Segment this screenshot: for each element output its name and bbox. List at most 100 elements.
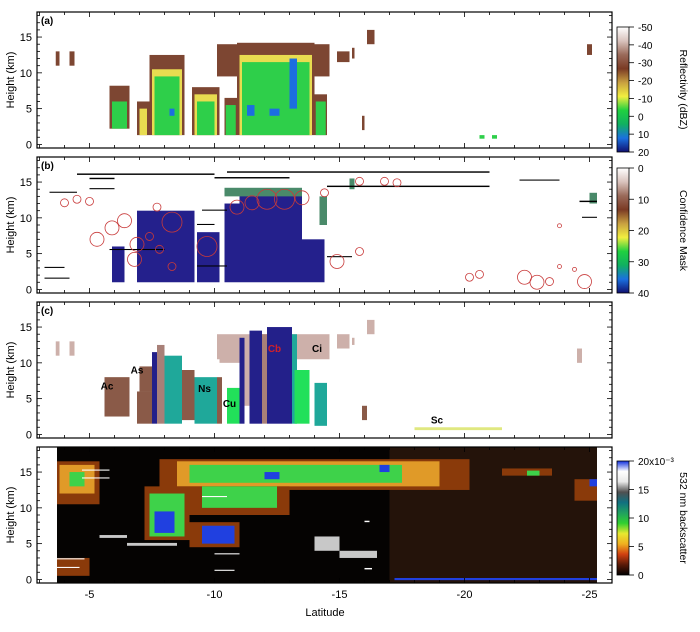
marker-circle <box>117 213 132 229</box>
cloud-feature <box>262 334 267 424</box>
cloud-feature <box>214 569 235 571</box>
panel-label: (c) <box>41 306 53 317</box>
y-tick-label: 0 <box>26 139 32 151</box>
cloud-feature <box>225 105 236 136</box>
cloud-feature <box>202 486 277 508</box>
colorbar-tick-label: -10 <box>638 94 653 105</box>
marker-circle <box>475 269 484 279</box>
marker-circle <box>355 176 364 186</box>
colorbar-tick-label: 0 <box>638 164 644 175</box>
x-tick-label: -20 <box>457 589 473 601</box>
marker-circle <box>529 274 545 290</box>
y-tick-label: 5 <box>26 249 32 261</box>
cloud-feature <box>582 216 597 218</box>
colorbar-tick-label: 0 <box>638 571 644 582</box>
cloud-feature <box>127 542 177 546</box>
cloud-feature <box>49 191 77 193</box>
plot-area <box>55 29 592 139</box>
cloud-feature <box>194 377 217 424</box>
colorbar-tick-label: 5 <box>638 543 644 554</box>
cloud-feature <box>269 108 280 116</box>
marker-circle <box>274 188 295 210</box>
cloud-feature <box>197 265 227 267</box>
marker-circle <box>127 251 142 267</box>
marker-circle <box>145 232 154 241</box>
colorbar <box>616 460 630 576</box>
x-tick-label: -15 <box>332 589 348 601</box>
x-tick-label: -5 <box>85 589 95 601</box>
colorbar-tick-label: 0 <box>638 112 644 123</box>
cloud-feature <box>264 472 280 480</box>
cloud-feature <box>202 525 235 544</box>
cloud-feature <box>197 232 220 283</box>
cloud-feature <box>112 101 127 129</box>
panel-label: (a) <box>41 16 53 27</box>
cloud-type-label: Cb <box>268 344 281 355</box>
cloud-feature <box>154 76 180 136</box>
marker-circle <box>167 262 177 271</box>
marker-circle <box>355 247 364 256</box>
cloud-feature <box>362 115 365 131</box>
marker-circle <box>329 254 345 269</box>
cloud-feature <box>352 337 355 345</box>
marker-circle <box>392 178 402 188</box>
cloud-feature <box>479 135 485 139</box>
cloud-feature <box>89 188 115 190</box>
cloud-type-label: Ac <box>101 381 114 392</box>
cloud-feature <box>319 196 327 225</box>
x-axis-title: Latitude <box>305 607 344 619</box>
colorbar-tick-label: 40 <box>638 289 650 300</box>
colorbar-tick-label: -50 <box>638 23 653 34</box>
cloud-feature <box>224 187 302 197</box>
cloud-feature <box>217 377 222 424</box>
cloud-feature <box>182 370 195 421</box>
marker-circle <box>557 264 562 269</box>
cloud-feature <box>55 51 60 66</box>
cloud-feature <box>219 337 240 363</box>
y-tick-label: 15 <box>20 32 32 44</box>
cloud-feature <box>44 277 70 279</box>
cloud-feature <box>57 566 80 568</box>
cloud-feature <box>44 266 65 268</box>
y-tick-label: 5 <box>26 394 32 406</box>
panel-d: 0 5 10 15 -5 -10 -15 -20 -25 Height (km) (d) 0 5 10 15… <box>5 446 689 601</box>
cloud-feature <box>69 472 85 487</box>
y-axis-title: Height (km) <box>5 197 17 254</box>
y-axis-title: Height (km) <box>5 52 17 109</box>
cloud-feature <box>267 327 292 424</box>
cloud-feature <box>214 177 290 179</box>
colorbar-tick-label: -40 <box>638 41 653 52</box>
panel-label: (d) <box>41 451 54 462</box>
marker-circle <box>577 274 592 289</box>
cloud-feature <box>202 496 227 498</box>
colorbar-title: Confidence Mask <box>677 190 689 272</box>
cloud-feature <box>362 405 367 421</box>
cloud-feature <box>89 177 115 180</box>
marker-circle <box>161 211 183 233</box>
colorbar-tick-label: 20 <box>638 148 650 159</box>
cloud-feature <box>314 536 340 551</box>
colorbar-tick-label: 30 <box>638 258 650 269</box>
cloud-feature <box>367 29 375 45</box>
cloud-feature <box>139 108 147 136</box>
cloud-feature <box>77 173 215 175</box>
plot-area <box>57 447 597 583</box>
y-tick-label: 10 <box>20 358 32 370</box>
colorbar <box>616 167 630 294</box>
colorbar <box>616 26 630 153</box>
cloud-feature <box>379 464 390 473</box>
y-axis-title: Height (km) <box>5 342 17 399</box>
cloud-feature <box>337 334 350 349</box>
cloud-feature <box>202 209 227 211</box>
cloud-feature <box>69 51 75 66</box>
cloud-feature <box>152 352 157 424</box>
y-tick-label: 5 <box>26 539 32 551</box>
cloud-feature <box>589 479 597 487</box>
cloud-feature <box>99 535 127 538</box>
cloud-feature <box>349 178 355 190</box>
colorbar-tick-label: 10 <box>638 130 650 141</box>
marker-circle <box>557 223 562 229</box>
cloud-feature <box>492 135 497 139</box>
